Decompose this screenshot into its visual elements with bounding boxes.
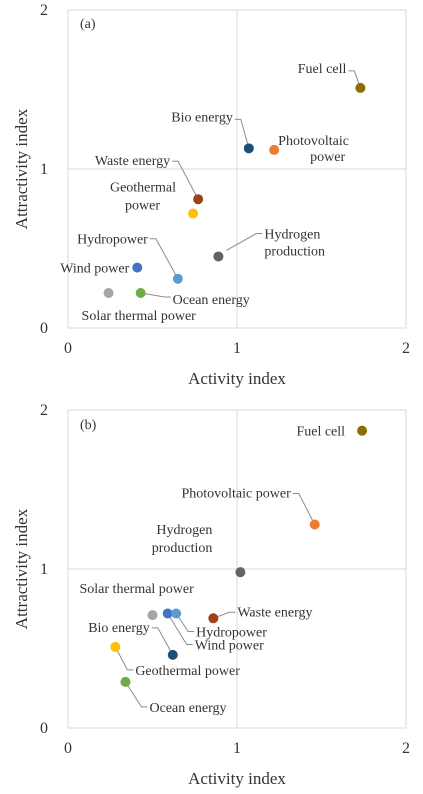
panel-b-label-geothermal-power: Geothermal power <box>135 664 240 679</box>
panel-a-point-hydropower <box>172 273 183 284</box>
panel-a-y-tick-2: 2 <box>40 2 48 19</box>
panel-b-x-tick-2: 2 <box>402 740 410 757</box>
panel-a-label-bio-energy: Bio energy <box>171 110 233 125</box>
panel-b-leader-hydropower <box>175 613 195 633</box>
panel-b-points: Fuel cell Photovoltaic power Hydrogen produ… <box>80 425 368 716</box>
panel-a-point-ocean-energy <box>135 288 146 299</box>
panel-a-label-solar-thermal-power: Solar thermal power <box>82 309 197 324</box>
panel-a-label-hydrogen-production-line-2: production <box>264 244 325 259</box>
panel-a-point-fuel-cell <box>355 82 366 93</box>
panel-a-x-axis-title: Activity index <box>188 369 286 388</box>
panel-a-leader-ocean-energy <box>140 292 171 298</box>
panel-b-point-hydropower <box>171 608 182 619</box>
panel-a-label-hydrogen-production-line-1: Hydrogen <box>264 227 320 242</box>
panel-a-label-photovoltaic-power-line-2: power <box>310 150 345 165</box>
panel-a-y-tick-1: 1 <box>40 161 48 178</box>
panel-b-label-fuel-cell: Fuel cell <box>296 425 345 440</box>
panel-b-point-fuel-cell <box>357 425 368 436</box>
panel-a-point-bio-energy <box>243 143 254 154</box>
panel-a-label-hydropower: Hydropower <box>77 233 148 248</box>
panel-a-point-photovoltaic-power <box>269 144 280 155</box>
panel-a-point-hydrogen-production <box>213 251 224 262</box>
panel-a-x-tick-1: 1 <box>233 340 241 357</box>
panel-a: (a) 0 1 2 0 1 2 Activity index Attractiv… <box>12 2 410 388</box>
panel-a-leader-hydrogen-production <box>226 232 263 251</box>
panel-b-x-tick-1: 1 <box>233 740 241 757</box>
panel-b-leader-ocean-energy <box>125 681 148 708</box>
panel-b-point-solar-thermal-power <box>147 610 158 621</box>
panel-a-label-wind-power: Wind power <box>60 262 129 277</box>
panel-b-leader-bio-energy <box>151 627 174 656</box>
panel-b-label-bio-energy: Bio energy <box>88 621 150 636</box>
panel-a-label-ocean-energy: Ocean energy <box>173 293 250 308</box>
panel-a-y-tick-0: 0 <box>40 320 48 337</box>
panel-a-leader-waste-energy <box>172 160 199 200</box>
panel-a-label-geothermal-power-line-1: Geothermal <box>110 181 176 196</box>
panel-a-tag: (a) <box>80 17 96 32</box>
panel-b-point-geothermal-power <box>110 641 121 652</box>
panel-b-point-ocean-energy <box>120 676 131 687</box>
panel-b-leader-waste-energy <box>213 611 236 619</box>
panel-b-point-bio-energy <box>167 649 178 660</box>
panel-a-x-tick-2: 2 <box>402 340 410 357</box>
panel-b-label-photovoltaic-power: Photovoltaic power <box>181 486 291 501</box>
panel-a-label-fuel-cell: Fuel cell <box>298 62 347 77</box>
panel-a-label-geothermal-power-line-2: power <box>125 199 160 214</box>
panel-b-point-wind-power <box>162 608 173 619</box>
panel-b-y-tick-2: 2 <box>40 402 48 419</box>
panel-b-label-wind-power: Wind power <box>195 639 264 654</box>
panel-a-label-waste-energy: Waste energy <box>95 154 170 169</box>
panel-b-leader-photovoltaic-power <box>292 492 316 525</box>
panel-a-leader-fuel-cell <box>348 70 361 89</box>
panel-b-x-tick-0: 0 <box>64 740 72 757</box>
panel-b-leader-wind-power <box>167 613 193 646</box>
panel-b-point-photovoltaic-power <box>309 519 320 530</box>
panel-b-label-solar-thermal-power: Solar thermal power <box>80 582 195 597</box>
panel-a-x-tick-0: 0 <box>64 340 72 357</box>
panel-a-point-wind-power <box>132 262 143 273</box>
panel-b-x-axis-title: Activity index <box>188 769 286 788</box>
panel-b-label-hydrogen-production-line-1: Hydrogen <box>156 523 212 538</box>
panel-a-point-geothermal-power <box>188 208 199 219</box>
panel-a-point-waste-energy <box>193 194 204 205</box>
panel-a-leader-bio-energy <box>234 118 250 149</box>
panel-a-label-photovoltaic-power-line-1: Photovoltaic <box>278 134 349 149</box>
panel-a-point-solar-thermal-power <box>103 288 114 299</box>
panel-b-label-waste-energy: Waste energy <box>237 605 312 620</box>
panel-b-leader-geothermal-power <box>114 646 134 671</box>
panel-a-y-axis-title: Attractivity index <box>12 108 31 229</box>
panel-b-label-ocean-energy: Ocean energy <box>149 701 226 716</box>
panel-b-point-waste-energy <box>208 613 219 624</box>
panel-b-label-hydrogen-production-line-2: production <box>152 541 213 556</box>
panel-b-y-axis-title: Attractivity index <box>12 508 31 629</box>
panel-b-y-tick-0: 0 <box>40 720 48 737</box>
panel-b-tag: (b) <box>80 418 97 433</box>
panel-b: (b) 0 1 2 0 1 2 Activity index Attractiv… <box>12 402 410 788</box>
panel-b-point-hydrogen-production <box>235 567 246 578</box>
panel-b-label-hydropower: Hydropower <box>196 626 267 641</box>
panel-a-leader-hydropower <box>149 238 179 279</box>
panel-b-y-tick-1: 1 <box>40 561 48 578</box>
